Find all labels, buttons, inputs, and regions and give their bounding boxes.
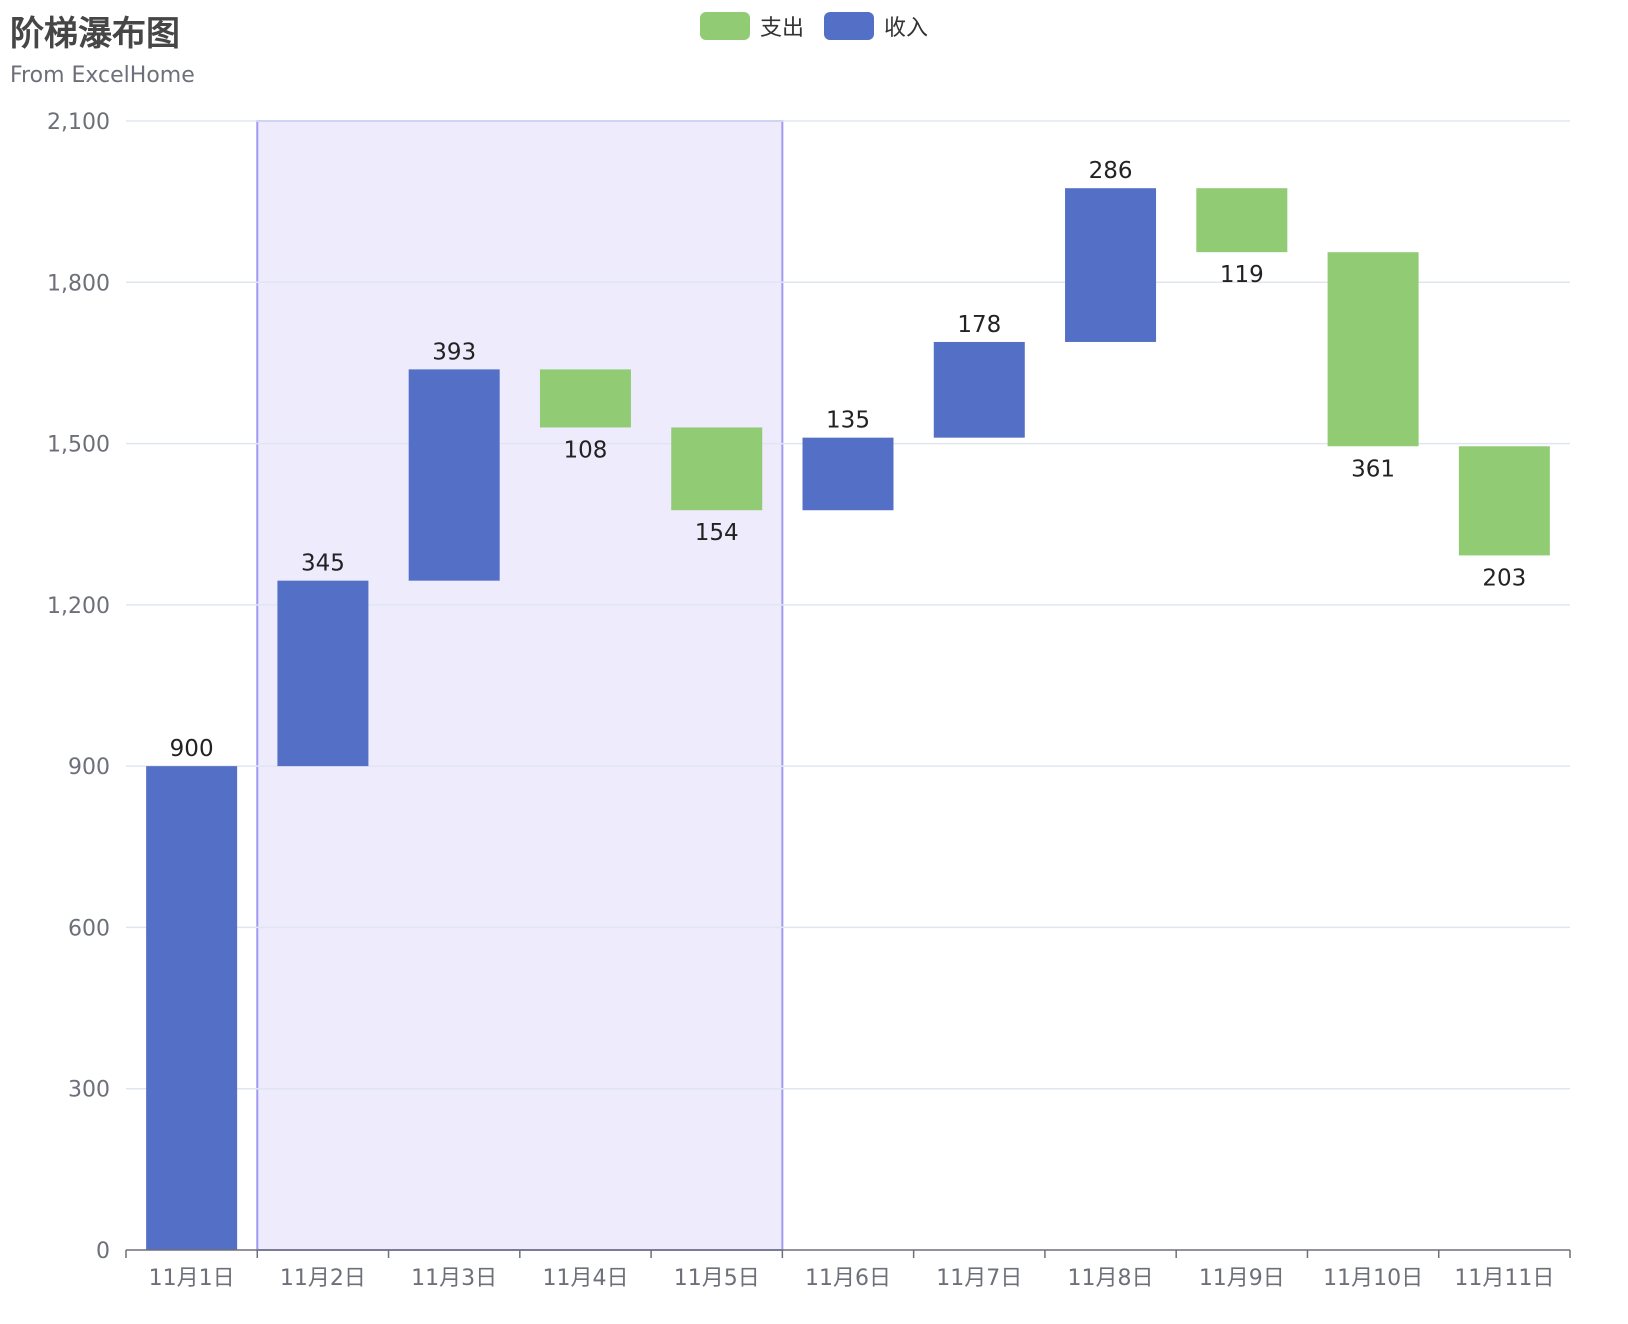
data-label-income: 135	[826, 408, 870, 434]
data-label-expense: 361	[1351, 456, 1395, 482]
bar-expense	[1458, 446, 1550, 556]
data-label-income: 178	[957, 312, 1001, 338]
x-tick-label: 11月10日	[1323, 1266, 1423, 1291]
chart-title: 阶梯瀑布图	[10, 14, 180, 54]
data-label-expense: 119	[1220, 262, 1264, 288]
legend-label-expense: 支出	[760, 16, 805, 41]
bar-income	[146, 766, 238, 1250]
bar-income	[802, 437, 894, 511]
y-tick-label: 0	[96, 1239, 110, 1264]
legend-swatch-expense	[700, 12, 750, 40]
data-label-expense: 203	[1482, 565, 1526, 591]
bar-income	[933, 341, 1025, 438]
x-tick-label: 11月11日	[1454, 1266, 1554, 1291]
legend-item-expense[interactable]: 支出	[700, 10, 804, 42]
data-label-income: 345	[301, 551, 345, 577]
data-label-income: 393	[432, 339, 476, 365]
data-label-expense: 108	[564, 437, 608, 463]
y-tick-label: 300	[68, 1078, 110, 1103]
legend-item-income[interactable]: 收入	[824, 10, 928, 42]
bar-expense	[671, 427, 763, 511]
chart-subtitle: From ExcelHome	[10, 63, 195, 88]
bar-expense	[539, 369, 631, 428]
bar-income	[277, 580, 369, 767]
x-tick-label: 11月4日	[542, 1266, 628, 1291]
bar-expense	[1327, 252, 1419, 447]
x-tick-label: 11月5日	[674, 1266, 760, 1291]
chart-legend: 支出 收入	[700, 10, 928, 42]
x-tick-label: 11月3日	[411, 1266, 497, 1291]
x-tick-label: 11月8日	[1068, 1266, 1154, 1291]
y-tick-label: 900	[68, 755, 110, 780]
bar-income	[1065, 188, 1157, 342]
y-tick-label: 1,800	[47, 271, 110, 296]
y-tick-label: 600	[68, 916, 110, 941]
x-tick-label: 11月7日	[936, 1266, 1022, 1291]
y-tick-label: 1,500	[47, 433, 110, 458]
data-label-income: 900	[170, 736, 214, 762]
bar-expense	[1196, 188, 1288, 253]
x-tick-label: 11月1日	[149, 1266, 235, 1291]
legend-swatch-income	[824, 12, 875, 40]
data-label-income: 286	[1089, 158, 1133, 184]
x-tick-label: 11月6日	[805, 1266, 891, 1291]
bar-income	[408, 369, 500, 581]
x-tick-label: 11月2日	[280, 1266, 366, 1291]
y-tick-label: 1,200	[47, 594, 110, 619]
x-tick-label: 11月9日	[1199, 1266, 1285, 1291]
y-tick-label: 2,100	[47, 110, 110, 135]
data-label-expense: 154	[695, 520, 739, 546]
legend-label-income: 收入	[884, 16, 929, 41]
